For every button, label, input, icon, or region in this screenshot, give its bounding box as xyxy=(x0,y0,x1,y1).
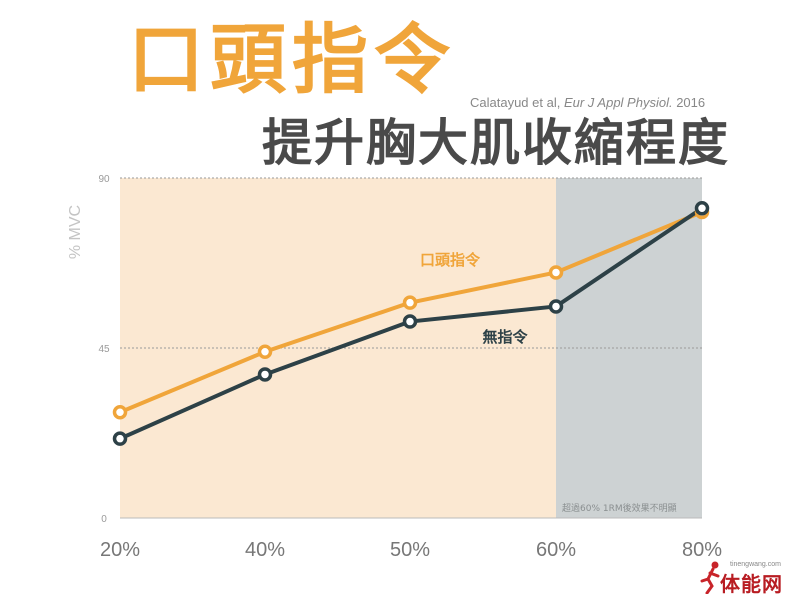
citation: Calatayud et al, Eur J Appl Physiol. 201… xyxy=(470,95,705,110)
series-label: 口頭指令 xyxy=(420,251,481,269)
data-point xyxy=(257,367,273,382)
citation-year: 2016 xyxy=(672,95,706,110)
y-axis-label: % MVC xyxy=(67,205,84,259)
shaded-region-note: 超過60% 1RM後效果不明顯 xyxy=(562,502,677,514)
data-point xyxy=(548,265,564,280)
y-tick-label: 90 xyxy=(98,174,110,185)
watermark-url: tinengwang.com xyxy=(730,561,781,568)
x-tick-label: 80% xyxy=(682,539,722,561)
data-point xyxy=(548,299,564,314)
x-tick-label: 50% xyxy=(390,539,430,561)
runner-logo-icon xyxy=(700,561,720,594)
data-point xyxy=(112,404,128,420)
chart-subtitle: 提升胸大肌收縮程度 xyxy=(262,114,730,172)
x-tick-label: 20% xyxy=(100,539,140,561)
citation-journal: Eur J Appl Physiol. xyxy=(563,95,673,110)
series-label: 無指令 xyxy=(482,328,528,346)
x-tick-label: 60% xyxy=(536,539,576,561)
x-tick-label: 40% xyxy=(245,539,285,561)
watermark-text: 体能网 xyxy=(720,572,783,596)
y-tick-label: 0 xyxy=(101,514,107,525)
data-point xyxy=(257,344,273,360)
chart-title: 口頭指令 xyxy=(128,15,456,104)
data-point xyxy=(402,314,418,329)
data-point xyxy=(112,431,128,446)
data-point xyxy=(402,295,418,310)
y-tick-label: 45 xyxy=(98,344,110,355)
data-point xyxy=(694,200,710,216)
citation-authors: Calatayud et al, xyxy=(470,95,564,110)
